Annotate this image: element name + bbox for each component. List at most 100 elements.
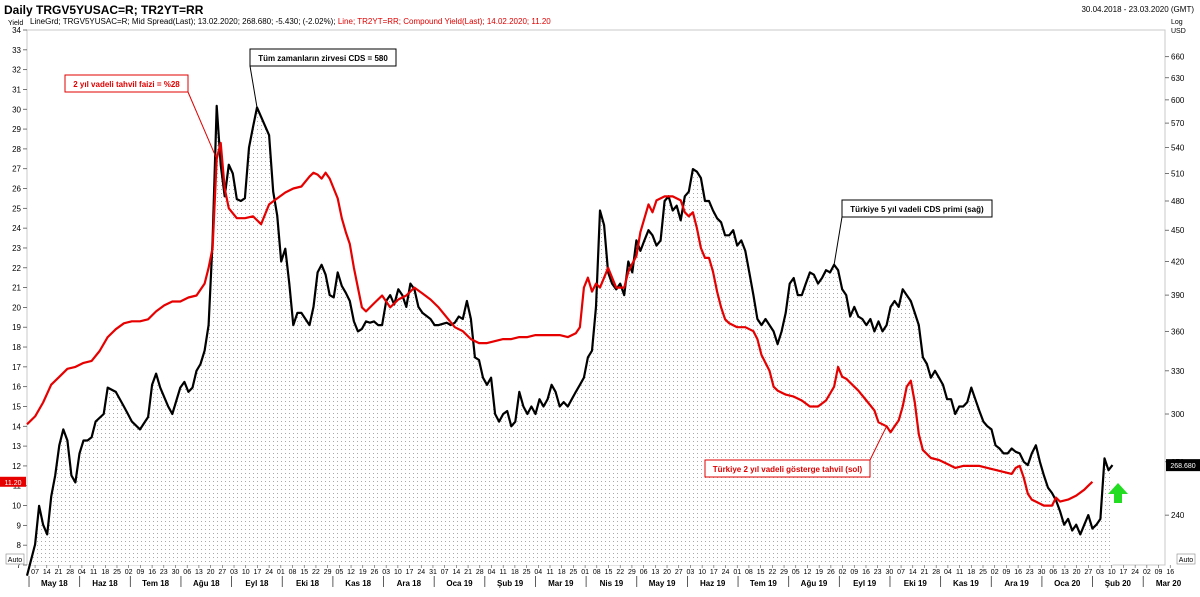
right-axis-tick-label: 570 <box>1171 119 1185 128</box>
x-day-label: 27 <box>218 569 226 576</box>
x-day-label: 26 <box>371 569 379 576</box>
annotation-leader <box>187 91 218 159</box>
x-day-label: 09 <box>1155 569 1163 576</box>
legend-black-series: LineGrd; TRGV5YUSAC=R; Mid Spread(Last);… <box>30 17 336 26</box>
x-day-label: 14 <box>909 569 917 576</box>
left-axis-tick-label: 30 <box>12 105 21 114</box>
x-day-label: 03 <box>230 569 238 576</box>
x-month-label: Tem 18 <box>142 579 170 588</box>
x-month-label: Mar 20 <box>1156 579 1182 588</box>
x-day-label: 21 <box>921 569 929 576</box>
x-day-label: 10 <box>698 569 706 576</box>
left-axis-title: Yield <box>8 20 23 27</box>
x-day-label: 30 <box>885 569 893 576</box>
right-axis-tick-label: 600 <box>1171 96 1185 105</box>
x-day-label: 18 <box>967 569 975 576</box>
left-axis-tick-label: 17 <box>12 363 21 372</box>
x-day-label: 06 <box>640 569 648 576</box>
x-day-label: 23 <box>874 569 882 576</box>
left-axis-tick-label: 22 <box>12 264 21 273</box>
x-day-label: 04 <box>534 569 542 576</box>
x-day-label: 24 <box>417 569 425 576</box>
annotation-text: Türkiye 5 yıl vadeli CDS primi (sağ) <box>850 205 984 214</box>
annotation-leader <box>249 65 258 108</box>
x-day-label: 08 <box>745 569 753 576</box>
left-axis-tick-label: 7 <box>17 561 22 570</box>
right-axis-tick-label: 510 <box>1171 170 1185 179</box>
x-day-label: 30 <box>172 569 180 576</box>
left-axis-tick-label: 24 <box>12 224 21 233</box>
x-day-label: 24 <box>265 569 273 576</box>
x-day-label: 17 <box>1120 569 1128 576</box>
x-day-label: 31 <box>429 569 437 576</box>
left-axis-tick-label: 18 <box>12 343 21 352</box>
x-day-label: 03 <box>382 569 390 576</box>
annotation-box <box>249 48 397 67</box>
x-month-label: Kas 19 <box>953 579 979 588</box>
x-day-label: 20 <box>1073 569 1081 576</box>
x-day-label: 14 <box>452 569 460 576</box>
x-day-label: 23 <box>160 569 168 576</box>
x-day-label: 13 <box>195 569 203 576</box>
series-area-fill-0 <box>27 105 1113 576</box>
x-day-label: 22 <box>768 569 776 576</box>
last-value-label-1: 11.20 <box>5 480 22 487</box>
left-axis-tick-label: 8 <box>17 541 22 550</box>
right-axis-tick-label: 540 <box>1171 144 1185 153</box>
x-month-label: Ara 19 <box>1004 579 1029 588</box>
x-day-label: 15 <box>757 569 765 576</box>
left-axis-tick-label: 14 <box>12 422 21 431</box>
annotation-box <box>64 74 189 93</box>
x-day-label: 16 <box>1014 569 1022 576</box>
x-month-label: Kas 18 <box>345 579 371 588</box>
x-day-label: 04 <box>78 569 86 576</box>
x-day-label: 27 <box>675 569 683 576</box>
x-day-label: 15 <box>300 569 308 576</box>
left-axis-tick-label: 29 <box>12 125 21 134</box>
x-month-label: Eyl 19 <box>853 579 877 588</box>
legend-line: LineGrd; TRGV5YUSAC=R; Mid Spread(Last);… <box>30 17 551 26</box>
x-month-label: Eki 19 <box>904 579 928 588</box>
x-day-label: 23 <box>1026 569 1034 576</box>
x-day-label: 18 <box>101 569 109 576</box>
annotation-text: 2 yıl vadeli tahvil faizi = %28 <box>73 80 180 89</box>
x-month-label: May 19 <box>649 579 676 588</box>
x-month-label: Oca 20 <box>1054 579 1081 588</box>
annotation-leader <box>833 216 843 265</box>
right-axis-tick-label: 300 <box>1171 410 1185 419</box>
last-value-box-1 <box>0 476 26 487</box>
x-month-label: Mar 19 <box>548 579 574 588</box>
x-day-label: 17 <box>406 569 414 576</box>
left-axis-tick-label: 34 <box>12 26 21 35</box>
x-day-label: 30 <box>1038 569 1046 576</box>
x-day-label: 02 <box>125 569 133 576</box>
right-axis-tick-label: 240 <box>1171 511 1185 520</box>
x-day-label: 16 <box>1166 569 1174 576</box>
x-day-label: 09 <box>136 569 144 576</box>
date-range: 30.04.2018 - 23.03.2020 (GMT) <box>1081 5 1194 14</box>
right-axis-tick-label: 630 <box>1171 74 1185 83</box>
left-axis-tick-label: 9 <box>17 521 22 530</box>
x-day-label: 01 <box>581 569 589 576</box>
x-day-label: 12 <box>804 569 812 576</box>
x-day-label: 25 <box>113 569 121 576</box>
x-day-label: 02 <box>1143 569 1151 576</box>
x-day-label: 08 <box>289 569 297 576</box>
x-day-label: 28 <box>476 569 484 576</box>
left-axis-tick-label: 26 <box>12 185 21 194</box>
right-auto-label: Auto <box>1179 557 1194 564</box>
right-axis-tick-label: 360 <box>1171 327 1185 336</box>
x-day-label: 15 <box>605 569 613 576</box>
x-day-label: 06 <box>183 569 191 576</box>
x-day-label: 20 <box>663 569 671 576</box>
x-day-label: 09 <box>1003 569 1011 576</box>
x-day-label: 07 <box>897 569 905 576</box>
annotation-text: Tüm zamanların zirvesi CDS = 580 <box>258 54 388 63</box>
x-day-label: 17 <box>254 569 262 576</box>
annotation-text: Türkiye 2 yıl vadeli gösterge tahvil (so… <box>713 465 863 474</box>
right-auto-box <box>1176 553 1196 565</box>
x-day-label: 20 <box>207 569 215 576</box>
annotation-box <box>704 459 871 478</box>
x-day-label: 11 <box>546 569 553 576</box>
